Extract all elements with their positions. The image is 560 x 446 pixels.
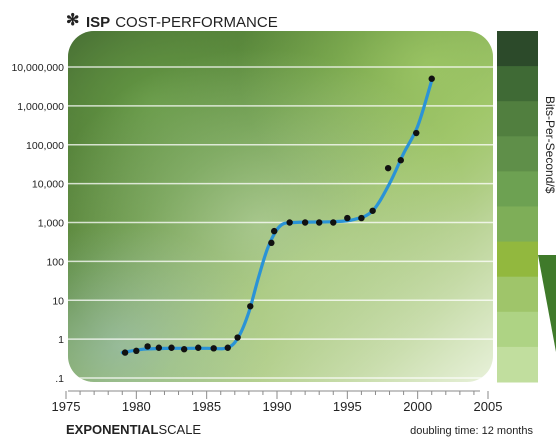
legend-swatch	[497, 136, 538, 172]
data-point	[413, 129, 420, 137]
y-tick-label: 1,000	[38, 218, 64, 230]
doubling-time-note: doubling time: 12 months	[410, 425, 533, 437]
y-tick-label: 100,000	[26, 140, 64, 152]
x-tick-label: 1980	[122, 399, 151, 414]
x-tick-label: 2000	[403, 399, 432, 414]
data-point	[180, 346, 188, 353]
data-point	[144, 343, 151, 350]
data-point	[397, 157, 404, 164]
legend-pointer	[538, 255, 556, 352]
legend-swatch	[497, 206, 538, 243]
y-tick-label: 100	[46, 256, 64, 268]
y-tick-label: 1	[58, 334, 64, 346]
legend-swatch	[497, 346, 538, 383]
title-text: ISP COST-PERFORMANCE	[86, 14, 278, 31]
data-point	[195, 344, 202, 351]
data-point	[121, 349, 129, 356]
data-point	[168, 344, 175, 351]
data-point	[210, 345, 217, 352]
data-point	[301, 219, 309, 226]
y-axis-label: Bits-Per-Second/$	[543, 96, 557, 194]
grid-lines	[68, 66, 493, 379]
legend-swatch	[497, 241, 538, 278]
legend-swatch	[497, 66, 538, 102]
data-point	[133, 347, 140, 355]
data-points	[121, 75, 435, 356]
data-point	[316, 219, 323, 226]
data-point	[384, 164, 392, 172]
data-point	[155, 344, 163, 351]
data-point	[428, 75, 435, 82]
x-tick-label: 1990	[263, 399, 292, 414]
x-axis-ticks: 1975 1980 1985 1990 1995 2000 2005	[52, 391, 503, 414]
y-tick-label: .1	[55, 373, 64, 385]
legend-swatch	[497, 101, 538, 137]
plot-background	[68, 31, 493, 382]
legend-swatch	[497, 311, 538, 348]
x-tick-label: 1995	[333, 399, 362, 414]
data-point	[369, 207, 376, 214]
data-point	[247, 303, 254, 310]
y-tick-label: 10,000,000	[11, 62, 64, 74]
data-point	[358, 214, 365, 222]
y-axis-tick-labels: .1 1 10 100 1,000 10,000 100,000 1,000,000 10,00…	[11, 62, 64, 385]
y-tick-label: 10,000	[32, 179, 64, 191]
legend-swatch	[497, 276, 538, 313]
data-point	[234, 334, 241, 341]
y-tick-label: 10	[52, 295, 64, 307]
data-point	[286, 219, 293, 226]
data-point	[344, 214, 351, 222]
legend-color-bar	[497, 31, 538, 383]
data-point	[224, 344, 231, 351]
data-point	[270, 227, 278, 235]
legend-swatch	[497, 31, 538, 67]
x-tick-label: 1985	[192, 399, 221, 414]
title-asterisk-icon: ✻	[66, 12, 79, 29]
x-tick-label: 2005	[474, 399, 503, 414]
trend-curve	[120, 78, 434, 355]
scale-label: EXPONENTIALSCALE	[66, 422, 201, 437]
y-tick-label: 1,000,000	[17, 101, 64, 113]
legend-swatch	[497, 171, 538, 207]
x-tick-label: 1975	[52, 399, 81, 414]
data-point	[268, 239, 275, 247]
chart-title: ✻ ISP COST-PERFORMANCE	[66, 12, 278, 31]
data-point	[330, 219, 337, 226]
